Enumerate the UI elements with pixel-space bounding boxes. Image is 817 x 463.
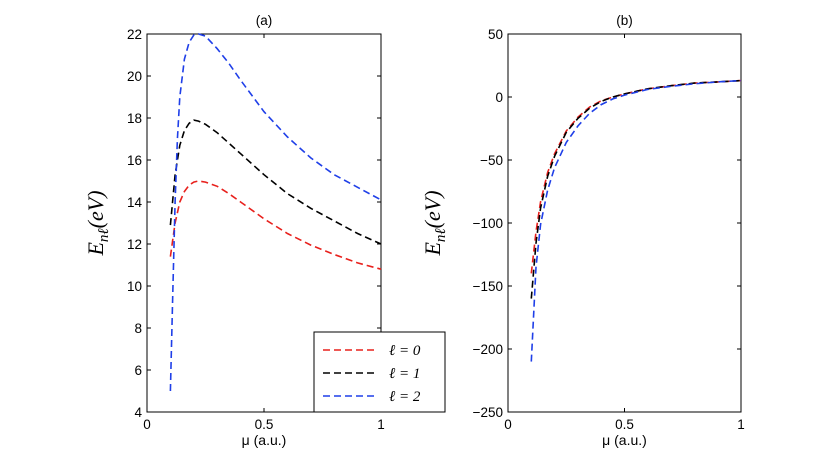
y-tick-label: 4: [134, 405, 142, 420]
legend-box: [313, 331, 446, 413]
y-axis-label-unit: (eV): [83, 190, 108, 228]
panel-b: −250 −200 −150 −100 −50 0 50 0 0.5 1 (b) μ (a.u.) En…: [420, 13, 745, 448]
y-tick-label: 50: [488, 27, 503, 42]
panel-a: 4 6 8 10 12 14 16 18 20 22 0 0.5 1 (a) μ (a.u.) Enℓ(eV): [83, 13, 385, 448]
series-line-l1: [530, 79, 742, 299]
y-tick-label: 0: [495, 90, 503, 105]
legend-label: ℓ = 0: [389, 343, 421, 359]
y-tick-label: 6: [134, 363, 142, 378]
y-tick-label: −100: [473, 216, 503, 231]
panel-title: (b): [616, 13, 633, 28]
x-tick-label: 1: [737, 417, 745, 432]
legend-label: ℓ = 1: [389, 366, 420, 382]
y-axis-label-main: E: [83, 242, 108, 257]
series-line-l1: [169, 119, 382, 245]
y-tick-label: 8: [134, 321, 142, 336]
x-tick-label: 0.5: [255, 417, 274, 432]
y-tick-label: 12: [127, 237, 142, 252]
series-line-l0: [169, 180, 382, 270]
series-line-l2: [530, 79, 742, 362]
y-tick-label: −50: [480, 153, 503, 168]
y-tick-label: −150: [473, 279, 503, 294]
y-tick-label: 16: [127, 153, 142, 168]
y-axis-label-main: E: [420, 242, 445, 257]
panel-title: (a): [256, 13, 273, 28]
y-axis-label: Enℓ(eV): [83, 190, 112, 256]
x-tick-label: 0: [143, 417, 151, 432]
y-tick-label: 20: [127, 69, 142, 84]
y-tick-label: 14: [127, 195, 143, 210]
x-tick-label: 0: [504, 417, 512, 432]
y-tick-label: 10: [127, 279, 142, 294]
y-axis-label: Enℓ(eV): [420, 190, 449, 256]
y-axis-label-subscript: nℓ: [96, 228, 112, 242]
y-axis-label-unit: (eV): [420, 190, 445, 228]
y-tick-label: 18: [127, 111, 142, 126]
y-axis-label-subscript: nℓ: [433, 228, 449, 242]
series-line-l2: [169, 33, 382, 392]
legend-label: ℓ = 2: [389, 389, 421, 405]
x-axis-label: μ (a.u.): [242, 432, 287, 448]
x-tick-label: 1: [377, 417, 385, 432]
legend: ℓ = 0 ℓ = 1 ℓ = 2: [313, 331, 446, 413]
y-tick-label: −250: [473, 405, 503, 420]
x-tick-label: 0.5: [615, 417, 634, 432]
y-tick-label: −200: [473, 342, 503, 357]
x-axis-label: μ (a.u.): [602, 432, 647, 448]
y-tick-label: 22: [127, 27, 142, 42]
